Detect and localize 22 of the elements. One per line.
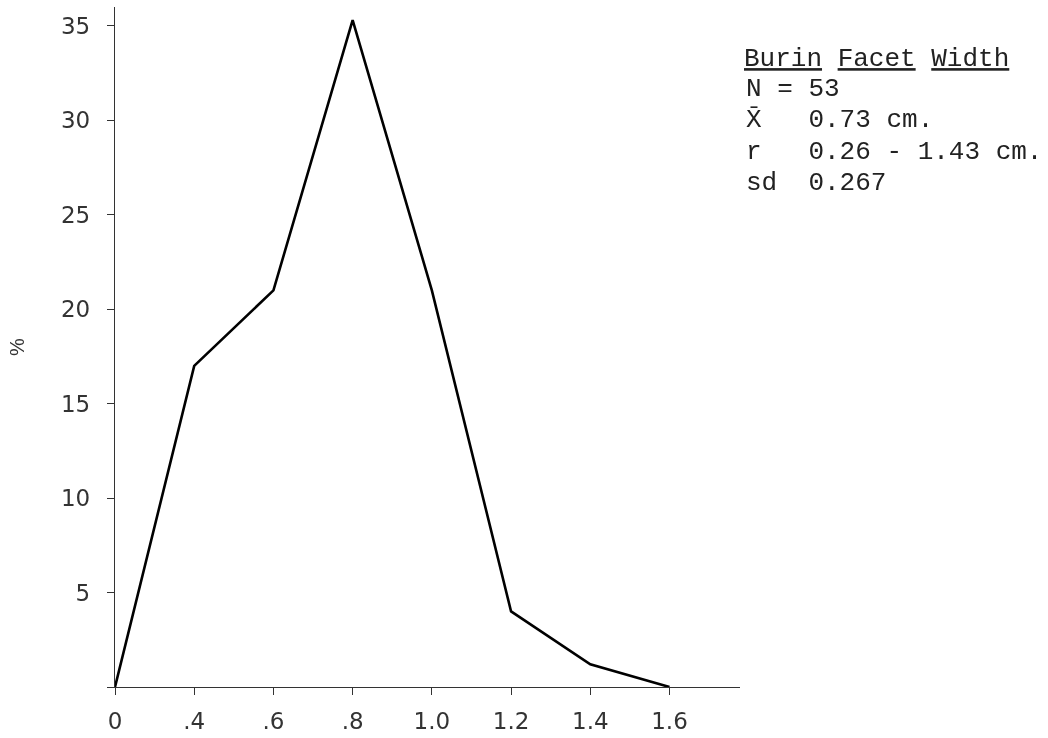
y-tick-label: 25: [60, 201, 91, 228]
line-series: [115, 18, 671, 687]
text: r 0.26 - 1.43 cm.: [746, 137, 1043, 167]
x-tick-label: 1.4: [572, 707, 609, 734]
text: sd 0.267: [746, 168, 887, 198]
y-axis-title: %: [6, 337, 29, 356]
x-tick-label: 0: [107, 707, 123, 734]
y-tick-label: 30: [60, 107, 91, 134]
text: Burin Facet Width: [744, 44, 1010, 75]
y-tick-label: 15: [60, 390, 91, 417]
x-tick-label: 1.2: [492, 707, 530, 734]
text: N = 53: [746, 74, 840, 104]
y-tick-label: 10: [60, 485, 91, 512]
x-tick-label: .8: [341, 707, 364, 734]
x-tick-label: 1.6: [651, 707, 688, 734]
x-tick-label: .6: [262, 707, 285, 734]
x-tick-label: .4: [183, 707, 206, 734]
y-tick-label: 35: [60, 12, 91, 39]
x-tick-label: 1.0: [413, 707, 451, 734]
y-tick-label: 20: [60, 296, 91, 323]
text: X̄ 0.73 cm.: [746, 105, 934, 135]
y-tick-label: 5: [75, 579, 91, 606]
